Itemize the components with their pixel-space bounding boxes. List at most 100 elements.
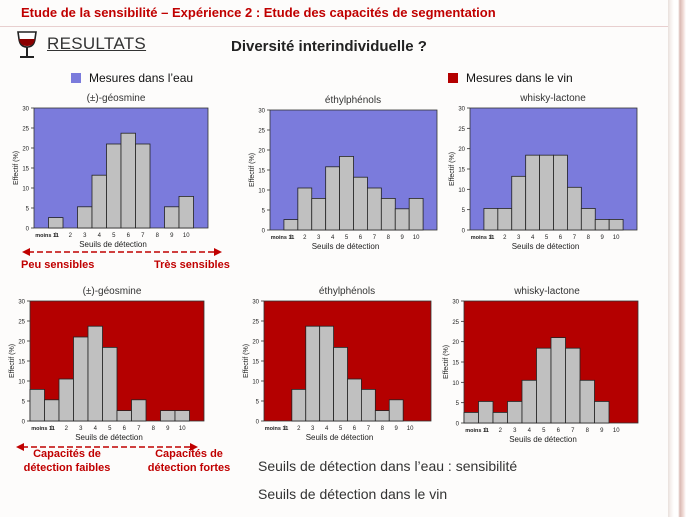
x-tick-label-2: 2 — [499, 428, 503, 434]
y-tick-label-1: 5 — [256, 400, 260, 406]
slide-subtitle: Diversité interindividuelle ? — [231, 38, 427, 55]
bar-5 — [333, 347, 348, 422]
y-axis-label: Effectif (%) — [13, 151, 20, 185]
y-tick-label-1: 5 — [22, 400, 26, 406]
bar-6 — [353, 176, 368, 231]
x-tick-label-7: 7 — [573, 235, 577, 241]
y-tick-label-3: 15 — [22, 167, 29, 173]
x-tick-label-9: 9 — [170, 233, 174, 239]
y-axis-label: Effectif (%) — [9, 344, 16, 378]
y-axis-label: Effectif (%) — [243, 344, 250, 378]
bar-9 — [164, 206, 180, 229]
x-tick-label-2: 2 — [65, 426, 69, 432]
bar-4 — [325, 166, 340, 231]
note-wine-threshold: Seuils de détection dans le vin — [258, 486, 448, 502]
bar-3 — [507, 401, 523, 424]
x-tick-label-1: 1 — [489, 235, 493, 241]
bar-10 — [608, 219, 624, 231]
bar-3 — [73, 336, 89, 422]
y-tick-label-2: 10 — [458, 188, 465, 194]
y-tick-label-1: 5 — [456, 401, 460, 407]
note-water-threshold: Seuils de détection dans l’eau : sensibi… — [258, 458, 518, 474]
x-tick-label-2: 2 — [303, 235, 307, 241]
y-tick-label-4: 20 — [22, 147, 29, 153]
bar-9 — [394, 208, 410, 231]
x-tick-label-9: 9 — [395, 426, 399, 432]
slide-right-border — [668, 0, 689, 517]
x-tick-label-7: 7 — [137, 426, 141, 432]
high-capacity-label: Capacités de détection fortes — [147, 448, 231, 474]
y-tick-label-3: 15 — [252, 360, 259, 366]
x-tick-label-2: 2 — [69, 233, 73, 239]
x-axis-label: Seuils de détection — [312, 242, 380, 251]
bar-3 — [511, 175, 527, 231]
x-tick-label-2: 2 — [503, 235, 507, 241]
y-tick-label-0: 0 — [22, 420, 26, 426]
y-tick-label-5: 25 — [258, 129, 265, 135]
x-tick-label-3: 3 — [83, 233, 87, 239]
bar-4 — [91, 174, 107, 229]
chart-geosmine-water: 0 5 10 15 20 25 30 Effectif (%) moins 111 2 3 4 5 6 7 8… — [13, 107, 209, 249]
x-tick-label-5: 5 — [345, 235, 349, 241]
bar-6 — [553, 154, 568, 231]
x-tick-label-3: 3 — [79, 426, 83, 432]
y-tick-label-1: 5 — [262, 209, 266, 215]
x-tick-label-10: 10 — [613, 235, 620, 241]
bar-5 — [539, 154, 554, 231]
x-axis-label: Seuils de détection — [306, 433, 374, 442]
bar-4 — [521, 379, 537, 424]
bar-7 — [361, 389, 376, 422]
x-tick-label-9: 9 — [166, 426, 170, 432]
bar-4 — [525, 154, 540, 231]
y-axis-label: Effectif (%) — [449, 152, 456, 186]
bar-1 — [48, 217, 64, 229]
y-tick-label-1: 5 — [462, 208, 466, 214]
x-tick-label-7: 7 — [571, 428, 575, 434]
bar-6 — [347, 378, 362, 422]
x-tick-label-5: 5 — [542, 428, 546, 434]
bar-1 — [44, 399, 60, 422]
chart-3-title: whisky-lactone — [520, 93, 586, 104]
legend-water-swatch — [71, 73, 81, 83]
slide-title: Etude de la sensibilité – Expérience 2 :… — [21, 5, 496, 20]
x-tick-label-3: 3 — [311, 426, 315, 432]
bar-2 — [291, 389, 307, 422]
x-tick-label-8: 8 — [156, 233, 160, 239]
bar-7 — [567, 186, 582, 231]
chart-4-title: (±)-géosmine — [82, 286, 142, 297]
x-tick-label-6: 6 — [123, 426, 127, 432]
bar-3 — [311, 198, 327, 231]
x-tick-label-8: 8 — [387, 235, 391, 241]
bar-10 — [408, 198, 424, 231]
bar-5 — [102, 347, 118, 422]
bar-1 — [483, 208, 499, 231]
bar-9 — [160, 410, 176, 422]
bar-7 — [367, 187, 382, 231]
x-tick-label-7: 7 — [141, 233, 145, 239]
bar-7 — [135, 143, 151, 229]
x-axis-label: Seuils de détection — [75, 433, 143, 442]
title-divider — [0, 26, 668, 27]
x-tick-label-1: 1 — [484, 428, 488, 434]
x-tick-label-0: moins 11 — [35, 233, 59, 239]
x-axis-label: Seuils de détection — [79, 240, 147, 249]
bar-0 — [463, 412, 479, 424]
capacity-arrow — [16, 443, 198, 451]
y-tick-label-5: 25 — [22, 127, 29, 133]
x-tick-label-4: 4 — [325, 426, 329, 432]
y-tick-label-2: 10 — [22, 187, 29, 193]
results-heading: RESULTATS — [47, 34, 147, 53]
x-tick-label-8: 8 — [152, 426, 156, 432]
x-tick-label-10: 10 — [613, 428, 620, 434]
x-tick-label-0: moins 11 — [265, 426, 289, 432]
bar-3 — [77, 206, 93, 229]
bar-2 — [492, 412, 508, 424]
legend-water-label: Mesures dans l’eau — [89, 71, 194, 85]
x-tick-label-8: 8 — [587, 235, 591, 241]
x-tick-label-10: 10 — [179, 426, 186, 432]
x-tick-label-0: moins 11 — [471, 235, 495, 241]
x-tick-label-0: moins 11 — [465, 428, 489, 434]
x-tick-label-10: 10 — [183, 233, 190, 239]
x-tick-label-7: 7 — [373, 235, 377, 241]
